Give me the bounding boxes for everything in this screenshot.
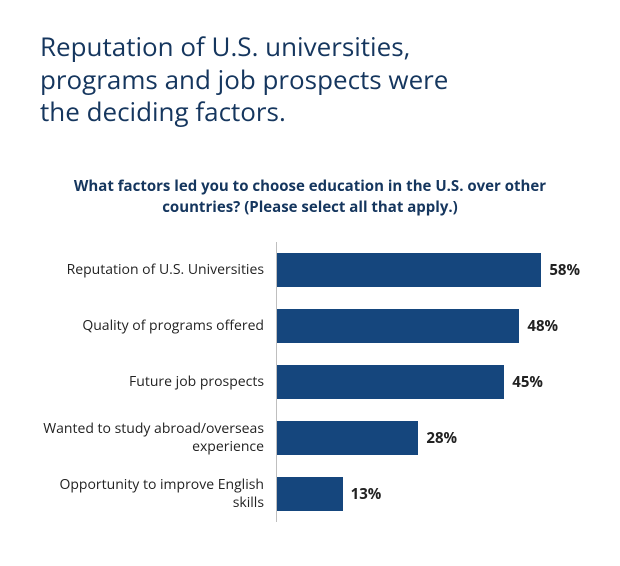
bar-row: Wanted to study abroad/overseas experien… <box>40 410 580 466</box>
bar-row: Quality of programs offered 48% <box>40 298 580 354</box>
category-label: Future job prospects <box>40 373 276 391</box>
value-label: 58% <box>549 260 580 280</box>
bar <box>277 477 343 511</box>
bar-row: Future job prospects 45% <box>40 354 580 410</box>
bar <box>277 421 418 455</box>
category-label: Wanted to study abroad/overseas experien… <box>40 420 276 455</box>
bar <box>277 309 519 343</box>
bar-cell: 28% <box>276 410 580 466</box>
category-label: Reputation of U.S. Universities <box>40 261 276 279</box>
bar-cell: 48% <box>276 298 580 354</box>
chart-container: Reputation of U.S. universities, program… <box>0 0 620 542</box>
bar-row: Opportunity to improve English skills 13% <box>40 466 580 522</box>
bar <box>277 365 504 399</box>
chart-subtitle: What factors led you to choose education… <box>40 176 580 218</box>
value-label: 48% <box>527 316 558 336</box>
bar-row: Reputation of U.S. Universities 58% <box>40 242 580 298</box>
bar-chart: Reputation of U.S. Universities 58% Qualit… <box>40 242 580 522</box>
value-label: 13% <box>351 484 382 504</box>
value-label: 28% <box>426 428 457 448</box>
value-label: 45% <box>512 372 543 392</box>
bar-cell: 45% <box>276 354 580 410</box>
category-label: Opportunity to improve English skills <box>40 476 276 511</box>
bar-cell: 58% <box>276 242 580 298</box>
bar-cell: 13% <box>276 466 580 522</box>
bar <box>277 253 541 287</box>
headline: Reputation of U.S. universities, program… <box>40 30 460 128</box>
category-label: Quality of programs offered <box>40 317 276 335</box>
